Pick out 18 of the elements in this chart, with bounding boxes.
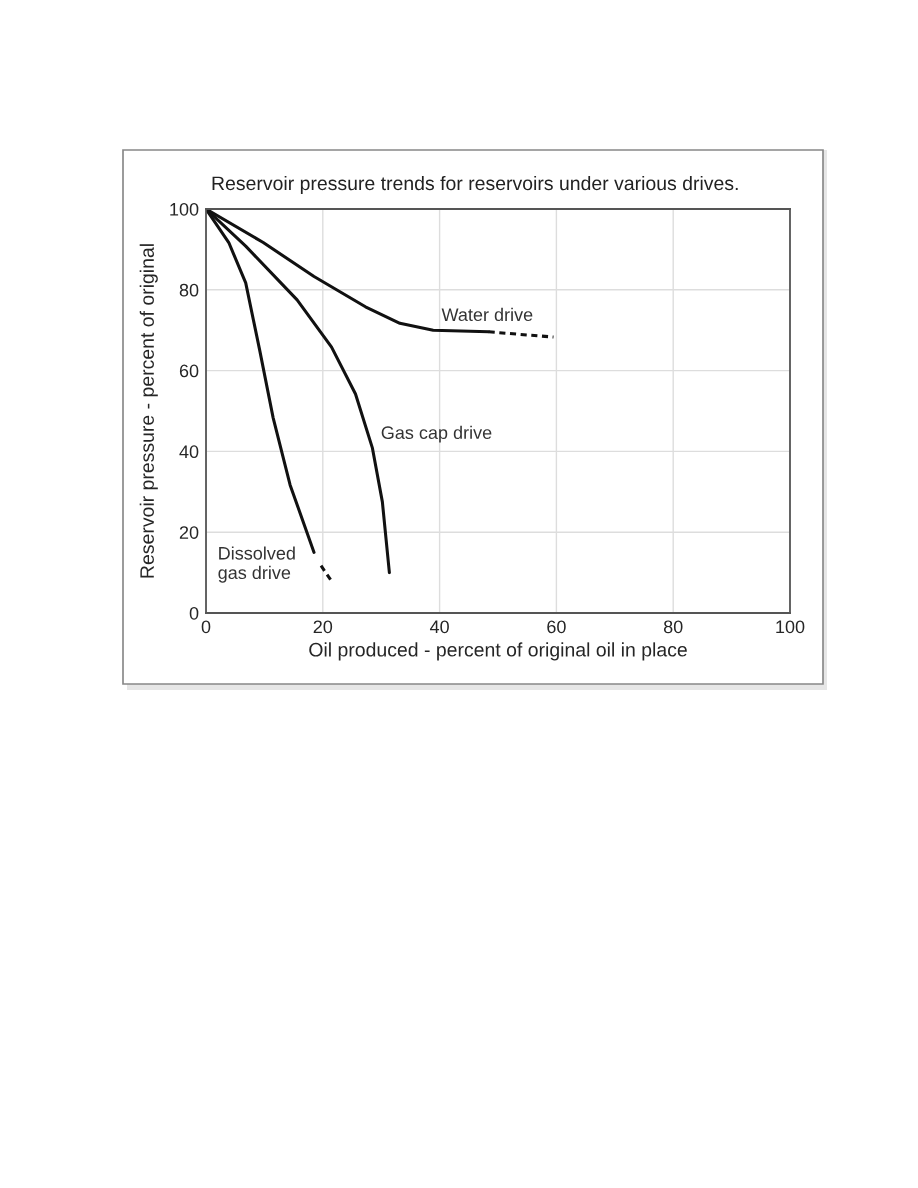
y-tick-label: 0	[189, 606, 199, 620]
annotation: Water drive	[441, 307, 533, 322]
y-tick-label: 60	[179, 364, 199, 378]
y-axis-title: Reservoir pressure - percent of original	[139, 244, 158, 578]
y-tick-label: 40	[179, 445, 199, 459]
x-tick-label: 40	[429, 620, 449, 634]
x-tick-label: 60	[547, 620, 566, 634]
annotation: Dissolved gas drive	[218, 546, 295, 583]
x-tick-label: 100	[776, 620, 805, 634]
x-tick-label: 0	[201, 620, 211, 634]
x-tick-label: 80	[663, 620, 683, 634]
x-axis-title: Oil produced - percent of original oil in place	[309, 642, 687, 661]
x-tick-label: 20	[313, 620, 333, 634]
chart-title: Reservoir pressure trends for reservoirs under various drives.	[212, 175, 738, 195]
y-tick-label: 80	[179, 283, 199, 297]
annotation: Gas cap drive	[381, 425, 492, 443]
y-tick-label: 20	[179, 526, 199, 539]
y-tick-label: 100	[170, 202, 199, 216]
